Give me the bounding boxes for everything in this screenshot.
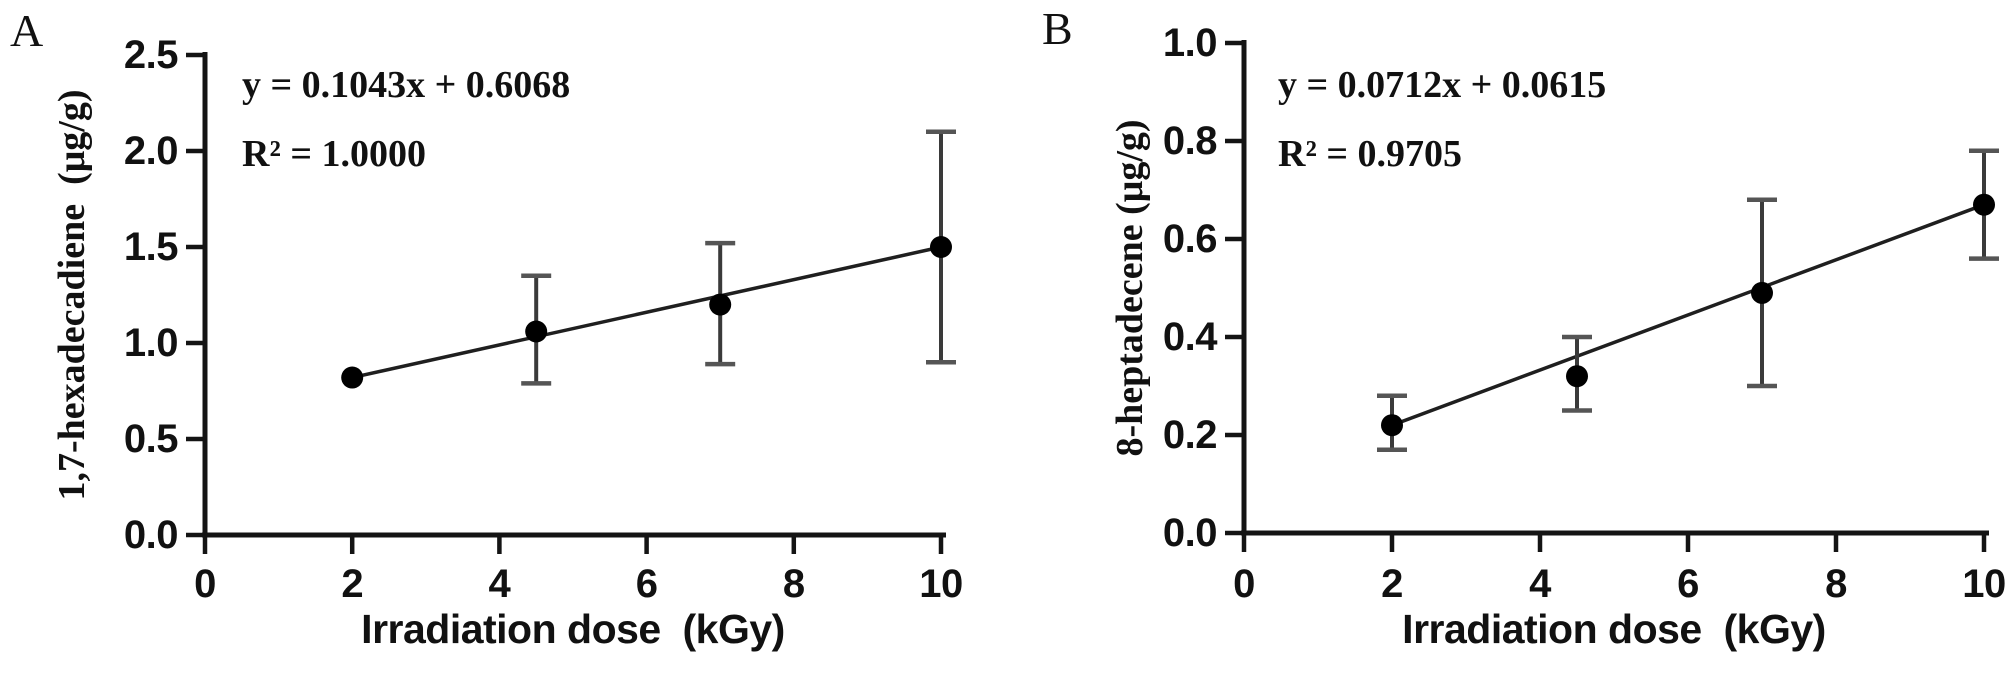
x-axis-label: Irradiation dose (kGy) bbox=[361, 606, 785, 652]
trend-line bbox=[351, 245, 942, 380]
r-squared-text: R² = 1.0000 bbox=[242, 133, 426, 175]
r-squared-text: R² = 0.9705 bbox=[1278, 133, 1462, 175]
panel-label: B bbox=[1042, 3, 1073, 54]
y-tick-label: 1.0 bbox=[1163, 21, 1217, 65]
x-tick-label: 6 bbox=[1677, 562, 1699, 606]
data-point bbox=[930, 236, 952, 258]
y-axis-label: 8-heptadecene (μg/g) bbox=[1109, 119, 1151, 456]
y-tick-label: 0.6 bbox=[1163, 217, 1217, 261]
panel-label: A bbox=[10, 5, 43, 56]
x-tick-label: 8 bbox=[1825, 562, 1847, 606]
y-tick-label: 0.4 bbox=[1163, 315, 1218, 359]
data-point bbox=[1381, 414, 1403, 437]
y-tick-label: 0.5 bbox=[124, 417, 178, 461]
y-tick-label: 0.0 bbox=[1163, 511, 1217, 555]
x-tick-label: 0 bbox=[194, 562, 216, 606]
x-tick-label: 8 bbox=[783, 562, 805, 606]
x-tick-label: 4 bbox=[489, 562, 512, 606]
equation-text: y = 0.1043x + 0.6068 bbox=[242, 64, 570, 106]
y-tick-label: 0.0 bbox=[124, 513, 178, 557]
panel-b: 0 2 4 6 8 10 0.0 0.2 0.4 0.6 0.8 1.0 By = 0.0712x + … bbox=[1042, 3, 2005, 652]
y-axis-label: 1,7-hexadecadiene (μg/g) bbox=[51, 90, 93, 501]
y-tick-label: 1.5 bbox=[124, 225, 178, 269]
data-point bbox=[1566, 365, 1588, 388]
data-point bbox=[709, 293, 732, 316]
x-tick-label: 0 bbox=[1233, 562, 1255, 606]
y-tick-label: 2.5 bbox=[124, 33, 178, 77]
data-point bbox=[525, 320, 548, 343]
x-tick-label: 6 bbox=[636, 562, 658, 606]
equation-text: y = 0.0712x + 0.0615 bbox=[1278, 64, 1606, 106]
data-point bbox=[1751, 281, 1773, 304]
panel-a: 0 2 4 6 8 10 0.0 0.5 1.0 1.5 2.0 2.5 Ay = 0.1043x + … bbox=[10, 5, 963, 652]
y-tick-label: 2.0 bbox=[124, 129, 178, 173]
data-point bbox=[1973, 193, 1995, 216]
trend-line bbox=[1391, 203, 1985, 427]
y-tick-label: 1.0 bbox=[124, 321, 178, 365]
data-point bbox=[341, 366, 364, 389]
x-tick-label: 10 bbox=[1962, 562, 2005, 606]
x-tick-label: 10 bbox=[919, 562, 963, 606]
x-tick-label: 2 bbox=[341, 562, 363, 606]
y-tick-label: 0.2 bbox=[1163, 413, 1217, 457]
x-tick-label: 4 bbox=[1529, 562, 1552, 606]
x-axis-label: Irradiation dose (kGy) bbox=[1402, 606, 1826, 652]
y-tick-label: 0.8 bbox=[1163, 119, 1217, 163]
x-tick-label: 2 bbox=[1381, 562, 1403, 606]
